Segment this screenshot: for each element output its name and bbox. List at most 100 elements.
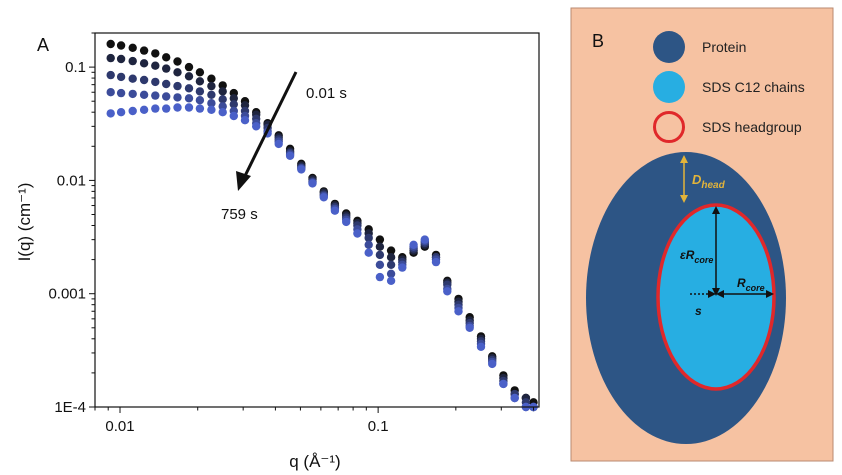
eps-r-core-arrowhead-top xyxy=(712,206,720,214)
data-point xyxy=(207,74,216,83)
eps-r-core-arrowhead-bottom xyxy=(712,288,720,296)
data-point xyxy=(420,235,429,244)
data-point xyxy=(488,359,497,369)
data-point xyxy=(151,91,160,100)
data-point xyxy=(375,250,385,260)
time-arrow xyxy=(241,71,298,181)
x-tick-label: 0.1 xyxy=(368,418,389,435)
data-point xyxy=(218,81,227,90)
d-head-arrowhead-bottom xyxy=(680,195,688,203)
data-point xyxy=(207,90,216,100)
data-point xyxy=(184,84,194,93)
data-point xyxy=(116,54,126,64)
data-point xyxy=(375,242,385,251)
data-point xyxy=(184,72,194,81)
r-core-label: Rcore xyxy=(737,276,765,293)
legend-sds-chains-swatch xyxy=(653,71,685,103)
data-point xyxy=(106,53,115,63)
data-point xyxy=(151,77,160,87)
data-point xyxy=(162,104,171,113)
data-point xyxy=(116,41,126,50)
data-point xyxy=(128,56,137,66)
data-points xyxy=(106,39,538,412)
data-point xyxy=(252,122,261,131)
data-point xyxy=(106,88,115,97)
eps-r-core-symbol: εR xyxy=(680,248,695,262)
data-point xyxy=(195,87,205,96)
data-point xyxy=(184,62,194,72)
legend-sds-headgroup-swatch xyxy=(653,111,685,143)
data-point xyxy=(207,105,216,115)
eps-r-core-label: εRcore xyxy=(680,248,713,265)
data-point xyxy=(364,233,373,243)
data-point xyxy=(106,39,115,49)
r-core-arrowhead-right xyxy=(766,290,774,298)
data-point xyxy=(128,89,137,99)
data-point xyxy=(240,116,250,125)
y-tick-label: 0.001 xyxy=(48,286,86,303)
legend-sds-headgroup-label: SDS headgroup xyxy=(702,119,802,135)
y-axis-title: I(q) (cm⁻¹) xyxy=(15,183,34,262)
data-point xyxy=(342,217,351,227)
data-point xyxy=(431,257,441,267)
data-point xyxy=(106,109,115,118)
panel-a-letter: A xyxy=(37,35,49,55)
data-point xyxy=(195,104,205,113)
legend-protein-swatch xyxy=(653,31,685,63)
data-point xyxy=(443,287,452,296)
data-point xyxy=(151,61,160,70)
data-point xyxy=(386,246,396,255)
d-head-label: Dhead xyxy=(692,172,726,191)
data-point xyxy=(229,111,238,121)
d-head-subscript: head xyxy=(701,180,725,191)
data-point xyxy=(139,75,149,85)
annotation-start-time: 0.01 s xyxy=(306,85,347,102)
data-point xyxy=(229,94,238,103)
s-offset-arrowhead xyxy=(708,290,716,298)
data-point xyxy=(184,103,194,112)
plot-frame xyxy=(94,32,540,408)
panel-a: A 0.01 0.1 1E-4 0.001 0.01 0.1 q (Å⁻¹) I(q) … xyxy=(15,32,540,471)
sds-core xyxy=(656,203,776,391)
data-point xyxy=(162,53,171,62)
data-point xyxy=(162,79,171,89)
legend-protein-label: Protein xyxy=(702,39,746,55)
data-point xyxy=(386,269,396,278)
data-point xyxy=(162,64,171,73)
panel-b: B Protein SDS C12 chains SDS headgroup D… xyxy=(570,7,834,462)
d-head-arrowhead-top xyxy=(680,155,688,163)
data-point xyxy=(116,108,126,117)
data-point xyxy=(218,102,227,111)
data-point xyxy=(465,323,474,332)
data-point xyxy=(218,87,227,96)
data-point xyxy=(218,108,227,117)
data-point xyxy=(319,193,328,202)
data-point xyxy=(353,229,362,238)
s-label: s xyxy=(695,304,702,318)
data-point xyxy=(195,68,205,77)
x-tick-label: 0.01 xyxy=(105,418,134,435)
data-point xyxy=(386,276,396,285)
data-point xyxy=(184,94,194,103)
data-point xyxy=(151,49,160,58)
d-head-symbol: D xyxy=(692,172,702,187)
data-point xyxy=(173,93,182,102)
annotation-end-time: 759 s xyxy=(221,206,258,223)
data-point xyxy=(139,105,149,115)
data-point xyxy=(375,260,385,269)
y-tick-label: 0.1 xyxy=(65,59,86,76)
data-point xyxy=(139,59,149,68)
data-point xyxy=(308,179,317,188)
eps-r-core-subscript: core xyxy=(694,255,713,265)
data-point xyxy=(476,342,486,351)
data-point xyxy=(116,88,126,98)
data-point xyxy=(229,100,238,109)
data-point xyxy=(195,77,205,86)
r-core-symbol: R xyxy=(737,276,746,290)
data-point xyxy=(386,260,396,269)
x-axis-title: q (Å⁻¹) xyxy=(289,452,340,471)
data-point xyxy=(409,240,418,249)
data-point xyxy=(139,46,149,55)
data-point xyxy=(207,81,216,91)
data-point xyxy=(398,263,407,272)
